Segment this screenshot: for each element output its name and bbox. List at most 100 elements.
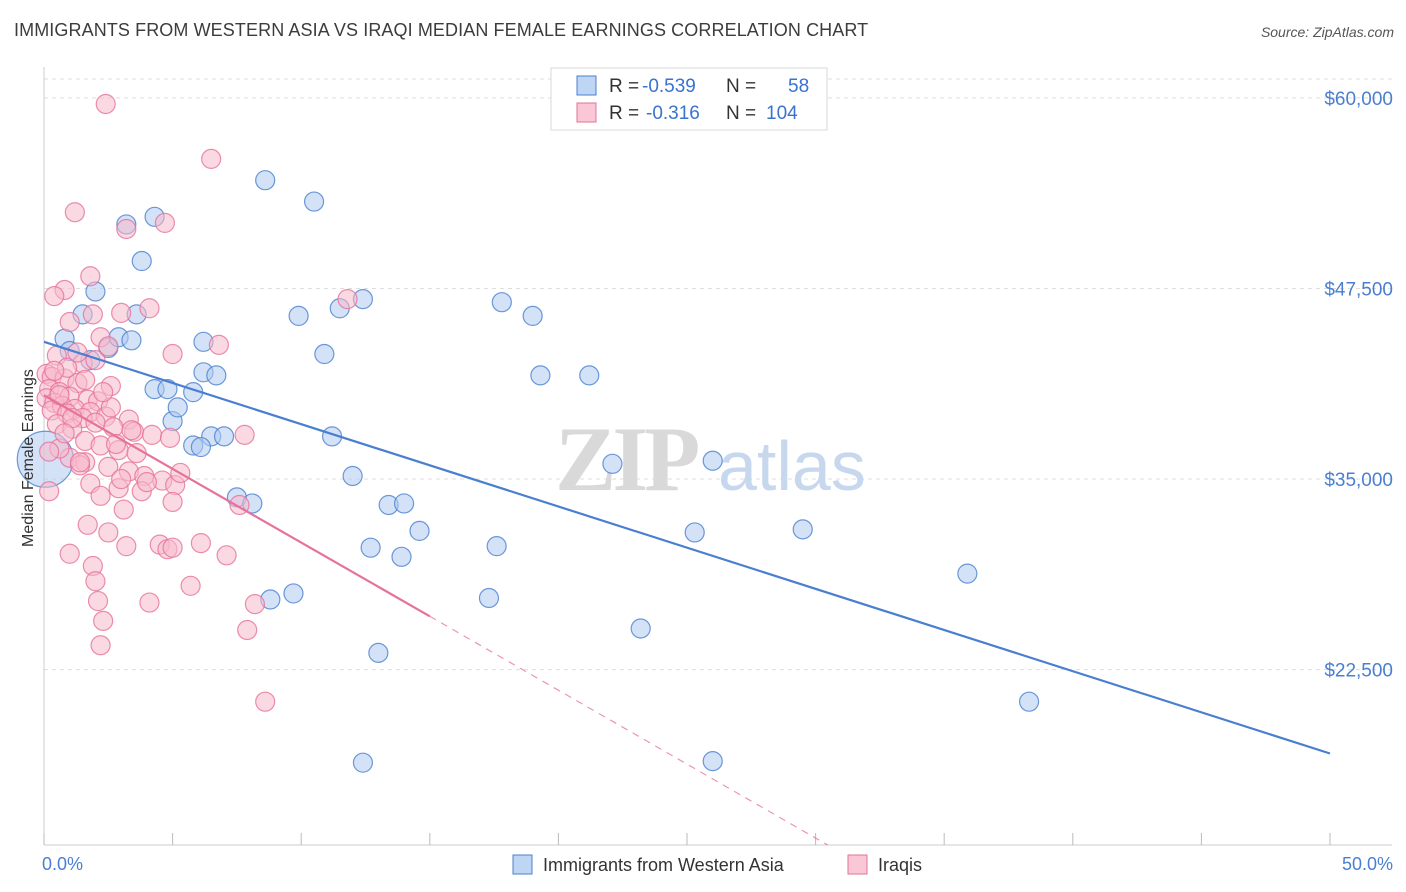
point-western-asia-37	[393, 493, 415, 514]
point-western-asia-47	[684, 522, 705, 543]
watermark-atlas: atlas	[718, 427, 866, 505]
point-iraqis-98	[121, 420, 142, 441]
point-iraqis-9	[111, 302, 132, 323]
point-iraqis-83	[139, 592, 160, 613]
point-western-asia-42	[486, 536, 507, 557]
grid-lines	[44, 78, 1392, 671]
chart-title: IMMIGRANTS FROM WESTERN ASIA VS IRAQI ME…	[14, 20, 869, 40]
point-western-asia-9	[255, 170, 276, 191]
trend-line-1	[43, 394, 431, 618]
point-western-asia-35	[342, 465, 363, 487]
legend-r-label-2: R =	[609, 103, 639, 124]
point-iraqis-11	[59, 311, 80, 333]
legend-swatch-pink	[576, 102, 597, 123]
point-iraqis-43	[141, 424, 163, 445]
point-western-asia-30	[314, 343, 335, 365]
x-tick-label-1: 50.0%	[1342, 854, 1393, 874]
point-iraqis-75	[190, 532, 211, 554]
point-iraqis-78	[59, 543, 80, 564]
point-iraqis-4	[154, 212, 175, 234]
legend-r-value-1: -0.539	[642, 76, 696, 97]
point-western-asia-29	[288, 305, 309, 327]
trend-extension-1	[429, 615, 828, 846]
point-iraqis-7	[44, 285, 65, 307]
point-iraqis-14	[208, 334, 229, 355]
legend-swatch-blue	[576, 75, 597, 96]
point-iraqis-5	[80, 266, 101, 287]
point-western-asia-21	[167, 397, 188, 418]
legend-r-value-2: -0.316	[646, 103, 700, 124]
series-iraqis	[36, 93, 358, 712]
point-iraqis-82	[87, 590, 109, 612]
y-tick-label-3: $60,000	[1324, 89, 1393, 110]
legend-n-label-2: N =	[726, 103, 756, 124]
point-western-asia-33	[491, 292, 512, 313]
point-iraqis-67	[113, 499, 134, 520]
point-iraqis-87	[90, 635, 111, 656]
x-tick-label-0: 0.0%	[42, 854, 83, 874]
trend-line-0	[43, 340, 1331, 755]
point-iraqis-54	[98, 456, 119, 477]
legend-label-immigrants: Immigrants from Western Asia	[543, 855, 785, 875]
legend-n-label-1: N =	[726, 76, 756, 97]
point-iraqis-69	[39, 481, 60, 502]
point-iraqis-103	[136, 472, 157, 493]
point-iraqis-91	[44, 360, 65, 381]
point-western-asia-55	[957, 563, 978, 584]
point-iraqis-10	[82, 304, 103, 325]
point-iraqis-70	[77, 514, 98, 535]
point-iraqis-2	[64, 202, 85, 223]
point-iraqis-101	[93, 382, 114, 403]
point-iraqis-8	[139, 298, 160, 319]
point-western-asia-28	[190, 436, 211, 458]
point-western-asia-18	[157, 378, 178, 400]
watermark: ZIP atlas	[555, 408, 866, 510]
point-western-asia-45	[579, 365, 600, 386]
point-western-asia-56	[1018, 691, 1040, 712]
point-western-asia-52	[283, 583, 304, 604]
trend-lines	[43, 340, 1331, 846]
point-western-asia-25	[213, 426, 235, 447]
point-iraqis-100	[75, 369, 96, 391]
point-iraqis-81	[180, 575, 201, 596]
point-iraqis-1	[201, 148, 222, 169]
point-iraqis-71	[98, 522, 119, 543]
y-tick-label-1: $35,000	[1324, 470, 1393, 491]
point-iraqis-66	[90, 485, 111, 506]
point-iraqis-0	[95, 93, 116, 115]
point-western-asia-57	[352, 752, 374, 773]
series-legend: Immigrants from Western Asia Iraqis	[512, 854, 922, 875]
point-iraqis-85	[237, 619, 258, 641]
point-iraqis-51	[234, 424, 255, 445]
legend-label-iraqis: Iraqis	[878, 855, 922, 875]
point-iraqis-3	[116, 218, 137, 240]
point-iraqis-77	[216, 545, 237, 566]
point-western-asia-50	[702, 751, 723, 772]
point-western-asia-10	[303, 191, 325, 212]
point-western-asia-7	[131, 250, 152, 272]
point-western-asia-48	[702, 450, 723, 471]
legend-swatch-immigrants	[512, 854, 533, 875]
point-iraqis-13	[337, 289, 358, 310]
point-iraqis-99	[39, 441, 60, 462]
legend-swatch-iraqis	[847, 854, 868, 875]
correlation-legend: R = -0.539 N = 58 R = -0.316 N = 104	[550, 67, 828, 131]
y-tick-label-0: $22,500	[1324, 661, 1393, 682]
point-iraqis-16	[162, 343, 183, 365]
legend-r-label-1: R =	[609, 76, 639, 97]
point-western-asia-46	[368, 642, 389, 663]
point-western-asia-49	[630, 618, 651, 639]
point-iraqis-80	[85, 571, 106, 592]
legend-n-value-2: 104	[766, 103, 798, 124]
point-iraqis-94	[111, 468, 132, 490]
point-western-asia-44	[530, 365, 551, 386]
point-western-asia-39	[360, 537, 381, 558]
point-western-asia-16	[206, 365, 227, 386]
point-iraqis-95	[49, 385, 70, 406]
point-western-asia-51	[602, 453, 623, 474]
point-iraqis-62	[162, 491, 183, 513]
point-western-asia-54	[792, 519, 813, 540]
chart-source: Source: ZipAtlas.com	[1260, 24, 1394, 40]
y-axis-label: Median Female Earnings	[20, 369, 37, 547]
